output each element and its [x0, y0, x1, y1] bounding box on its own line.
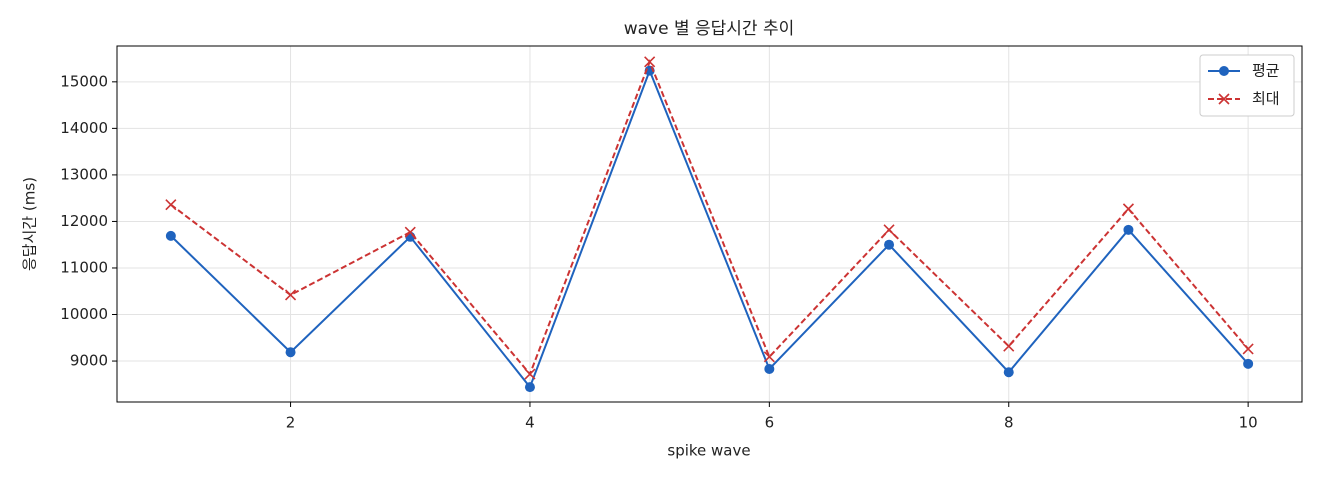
marker [404, 226, 416, 238]
x-tick-label: 2 [286, 414, 296, 432]
marker [1003, 367, 1014, 378]
y-tick-label: 14000 [60, 119, 108, 137]
marker [1243, 358, 1254, 369]
y-tick-label: 15000 [60, 72, 108, 90]
marker [1242, 343, 1254, 355]
legend-marker [1219, 66, 1229, 76]
x-tick-label: 6 [765, 414, 775, 432]
legend-label: 최대 [1252, 90, 1280, 108]
marker [1003, 340, 1015, 352]
marker [524, 368, 536, 380]
chart-title: wave 별 응답시간 추이 [624, 19, 795, 39]
y-tick-label: 12000 [60, 212, 108, 230]
y-tick-label: 11000 [60, 258, 108, 276]
x-axis-label: spike wave [667, 442, 750, 460]
marker [285, 347, 296, 358]
marker [644, 56, 656, 68]
marker [1122, 203, 1135, 215]
marker [524, 382, 535, 393]
y-tick-label: 9000 [70, 352, 108, 370]
y-axis-label: 응답시간 (ms) [21, 177, 39, 271]
x-tick-label: 10 [1239, 414, 1258, 432]
x-tick-label: 8 [1004, 414, 1014, 432]
marker [764, 363, 775, 374]
legend-label: 평균 [1252, 62, 1280, 80]
marker [1123, 224, 1134, 235]
marker [284, 289, 297, 301]
marker [165, 199, 177, 211]
legend-box [1199, 54, 1295, 117]
plot-frame [116, 45, 1303, 403]
marker [763, 351, 775, 363]
marker [165, 230, 176, 241]
legend-marker [1218, 93, 1230, 105]
y-tick-label: 10000 [60, 305, 108, 323]
y-tick-label: 13000 [60, 165, 108, 183]
series-line [170, 59, 1249, 377]
marker [883, 224, 895, 236]
marker [884, 239, 895, 250]
x-tick-label: 4 [525, 414, 535, 432]
series-line [170, 67, 1249, 390]
